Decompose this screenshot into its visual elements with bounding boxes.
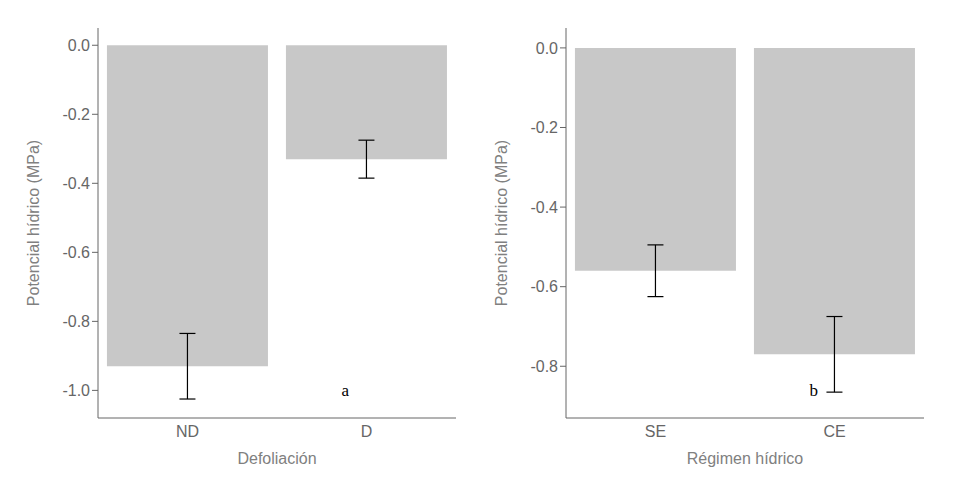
svg-text:-0.2: -0.2: [62, 106, 90, 123]
svg-text:D: D: [361, 423, 373, 440]
svg-text:Potencial hídrico (MPa): Potencial hídrico (MPa): [25, 140, 42, 306]
svg-text:-0.8: -0.8: [62, 313, 90, 330]
svg-text:-0.6: -0.6: [530, 278, 558, 295]
svg-text:-0.6: -0.6: [62, 244, 90, 261]
svg-text:-1.0: -1.0: [62, 382, 90, 399]
svg-text:0.0: 0.0: [536, 40, 558, 57]
svg-text:-0.8: -0.8: [530, 358, 558, 375]
html-text:a: a: [341, 380, 349, 400]
svg-text:ND: ND: [176, 423, 199, 440]
html-text:b: b: [809, 380, 818, 400]
svg-text:Régimen hídrico: Régimen hídrico: [687, 450, 804, 467]
svg-text:Potencial hídrico (MPa): Potencial hídrico (MPa): [493, 140, 510, 306]
svg-text:-0.4: -0.4: [62, 175, 90, 192]
svg-text:CE: CE: [823, 423, 845, 440]
svg-text:-0.4: -0.4: [530, 199, 558, 216]
svg-text:-0.2: -0.2: [530, 119, 558, 136]
svg-text:Defoliación: Defoliación: [237, 450, 316, 467]
svg-text:0.0: 0.0: [68, 37, 90, 54]
svg-text:SE: SE: [645, 423, 666, 440]
